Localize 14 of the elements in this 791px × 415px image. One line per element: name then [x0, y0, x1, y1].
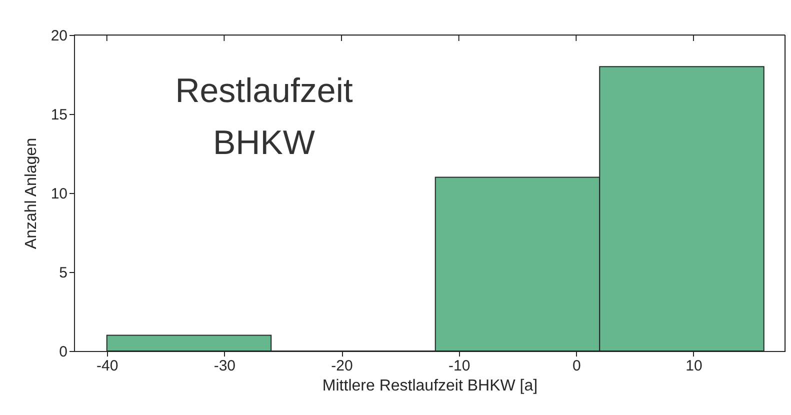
y-tick-label: 15: [50, 106, 68, 124]
x-tick-label: -10: [448, 358, 470, 374]
annotation: Restlaufzeit BHKW: [175, 72, 354, 162]
y-tick-label: 5: [59, 264, 68, 282]
x-tick-label: -30: [214, 358, 236, 374]
x-tick-label: 10: [686, 358, 702, 374]
x-tick-label: -20: [331, 358, 353, 374]
y-tick-label: 10: [50, 186, 68, 202]
y-tick-label: 0: [59, 344, 68, 360]
x-tick-label: 0: [572, 358, 581, 374]
x-tick-label: -40: [96, 358, 118, 374]
y-axis-title: Anzahl Anlagen: [22, 138, 40, 250]
x-axis-title: Mittlere Restlaufzeit BHKW [a]: [322, 378, 538, 394]
y-tick-label: 20: [50, 28, 68, 44]
